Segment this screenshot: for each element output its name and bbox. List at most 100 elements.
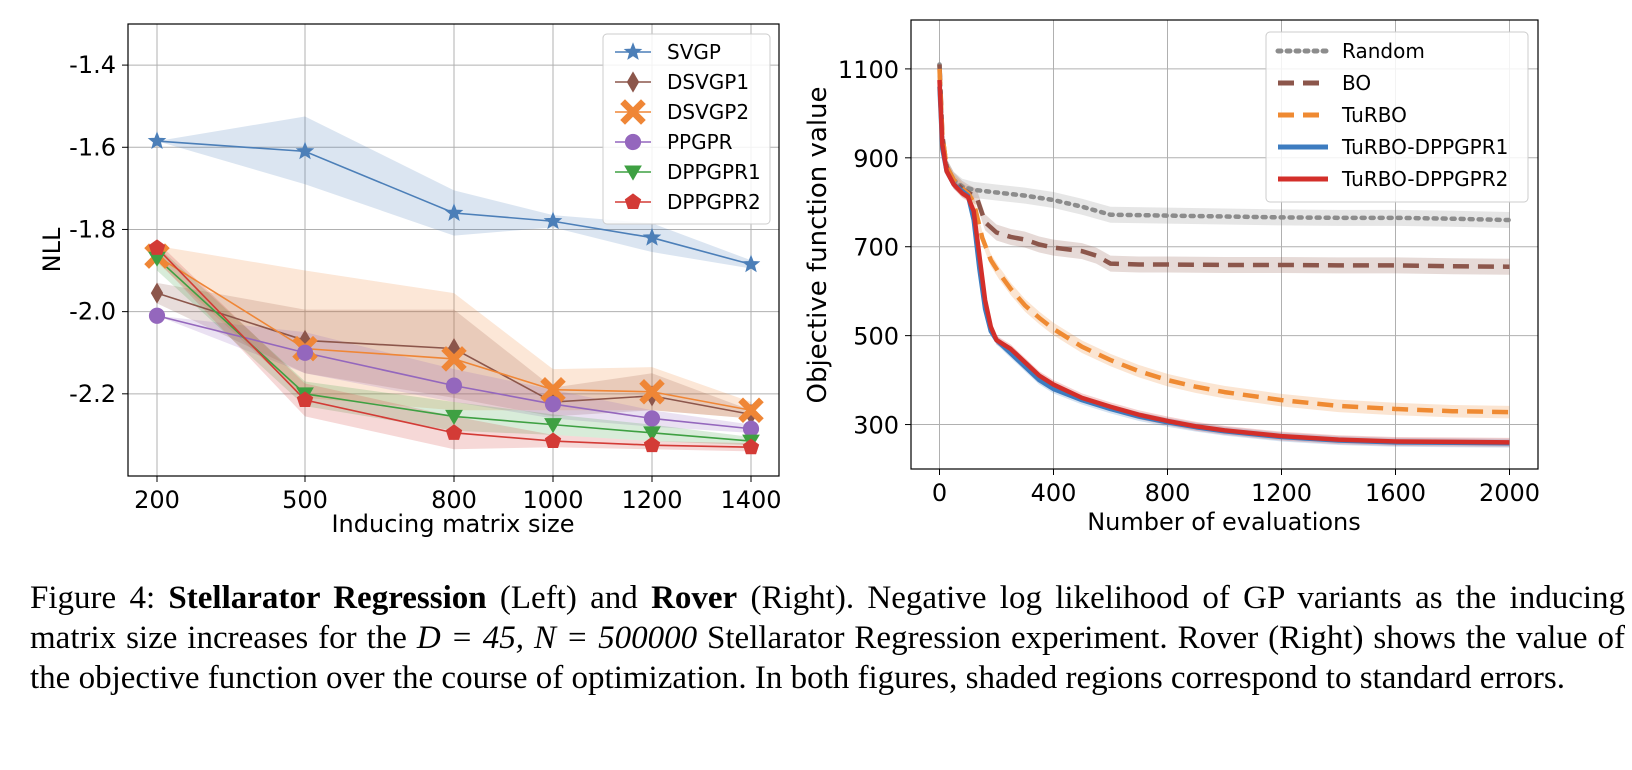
left-x-tick-label: 800 [431,486,477,514]
right-x-tick-label: 800 [1145,479,1191,507]
right-y-tick-label: 900 [853,145,899,173]
right-line-turbo-dppgpr2 [937,79,1510,445]
right-x-axis-label: Number of evaluations [1087,508,1361,536]
left-line-dppgpr1 [156,257,752,442]
left-x-tick-label: 200 [134,486,180,514]
left-legend-marker-svgp [623,42,643,60]
right-y-axis-label: Objective function value [803,86,833,403]
left-legend-marker-dppgpr1 [624,165,642,181]
left-tick-labels: 200 500 800 1000 1200 1400 -1.4 -1.6 -1.8 -2.0 -2.… [69,51,781,514]
caption-math: D = 45, N = 500000 [416,620,698,656]
left-chart-nll: 200 500 800 1000 1200 1400 -1.4 -1.6 -1.8 -2.0 -2.… [38,23,782,538]
left-point-dsvgp2-stroke-b [639,379,665,405]
left-y-tick-label: -1.6 [69,133,116,161]
left-point-svgp [147,131,167,150]
caption-text-2: (Right). Negative log likelihood of GP v… [30,580,1626,656]
right-chart-objective: 0 400 800 1200 1600 2000 300 500 700 900 1100 Numb… [803,19,1540,536]
left-x-tick-label: 1400 [720,486,781,514]
left-point-dsvgp2 [639,379,665,405]
left-point-ppgpr [445,377,463,394]
right-x-tick-label: 0 [932,479,947,507]
left-point-dsvgp2-stroke-b [540,376,566,403]
right-y-tick-label: 500 [853,323,899,351]
left-legend-label-svgp: SVGP [667,40,721,64]
left-point-dppgpr2 [643,436,661,453]
left-point-ppgpr [296,344,314,361]
left-line-svgp [156,140,752,266]
left-point-ppgpr [643,410,661,427]
left-point-dsvgp2-stroke-b [441,346,467,372]
left-line-ppgpr [156,314,752,430]
figure-canvas: 200 500 800 1000 1200 1400 -1.4 -1.6 -1.8 -2.0 -2.… [38,19,1540,538]
left-legend-marker-dsvgp1 [626,71,640,93]
right-legend-label-turbo-dppgpr2: TuRBO-DPPGPR2 [1341,167,1508,191]
caption-bold-rover: Rover [651,580,738,616]
right-y-tick-label: 300 [853,412,899,440]
right-tick-labels: 0 400 800 1200 1600 2000 300 500 700 900 1100 [838,56,1540,507]
right-x-tick-label: 1600 [1365,479,1426,507]
right-legend-label-turbo-dppgpr1: TuRBO-DPPGPR1 [1341,135,1508,159]
left-series-lines [156,140,752,449]
left-point-dppgpr2 [148,239,166,255]
left-point-svgp [295,141,315,160]
left-point-dppgpr2 [445,424,463,440]
left-point-svgp [741,254,761,273]
right-series-lines [937,62,1512,446]
left-band-dsvgp2 [157,245,751,419]
left-legend-label-dsvgp1: DSVGP1 [667,70,749,94]
caption-text-1: (Left) and [486,580,652,616]
left-legend-marker-ppgpr [624,133,642,151]
right-legend: Random BO TuRBO TuRBO-DPPGPR1 TuRBO-DPPGPR2 [1265,31,1529,203]
left-x-tick-label: 1200 [621,486,682,514]
right-x-tick-label: 1200 [1251,479,1312,507]
right-legend-box [1265,31,1529,203]
left-legend-label-dppgpr2: DPPGPR2 [667,190,761,214]
left-line-dppgpr2 [156,247,752,449]
caption-text-3: Stellarator Regression experiment. Rover… [30,620,1626,696]
left-legend-marker-dppgpr2 [624,193,642,209]
left-point-svgp [642,227,662,246]
left-series-markers [144,131,764,455]
right-x-tick-label: 2000 [1479,479,1540,507]
left-point-svgp [444,203,464,221]
left-y-tick-label: -2.2 [69,380,116,408]
left-legend-label-dsvgp2: DSVGP2 [667,100,749,124]
figure-caption: Figure 4: Stellarator Regression (Left) … [30,578,1625,698]
left-point-dsvgp2 [738,397,764,424]
left-point-dppgpr1 [445,409,463,426]
right-plot-frame [910,19,1539,470]
left-point-dsvgp2 [540,376,566,403]
left-x-tick-label: 500 [282,486,328,514]
right-legend-label-random: Random [1342,39,1425,63]
left-x-axis-label: Inducing matrix size [331,510,574,538]
caption-bold-stellarator: Stellarator Regression [168,580,487,616]
left-point-dppgpr2 [296,391,314,407]
left-point-dsvgp2 [441,346,467,372]
right-legend-label-turbo: TuRBO [1341,103,1407,127]
left-y-axis-label: NLL [38,227,66,272]
right-error-bands [939,56,1510,448]
caption-prefix: Figure 4: [30,580,169,616]
left-point-dppgpr2 [544,432,562,449]
left-y-tick-label: -1.4 [69,51,116,79]
left-point-ppgpr [544,395,562,413]
left-point-dppgpr1 [643,426,661,442]
left-line-dsvgp2 [156,255,752,412]
left-point-dsvgp1 [150,282,164,304]
left-point-dppgpr1 [544,418,562,434]
left-legend-marker-dsvgp2 [620,99,646,125]
left-legend-label-ppgpr: PPGPR [667,130,733,154]
right-legend-label-bo: BO [1342,71,1371,95]
left-legend: SVGP DSVGP1 DSVGP2 PPGPR DPPGPR1 DPPGPR2 [602,33,771,225]
right-band-random [939,56,1510,229]
left-point-ppgpr [148,307,166,324]
left-point-dsvgp2-stroke-b [738,397,764,424]
left-point-dppgpr2 [742,438,760,455]
left-point-ppgpr [742,420,760,437]
right-y-tick-label: 1100 [838,56,899,84]
left-y-tick-label: -2.0 [69,298,116,326]
left-x-tick-label: 1000 [522,486,583,514]
right-y-tick-label: 700 [853,234,899,262]
right-x-tick-label: 400 [1031,479,1077,507]
left-legend-label-dppgpr1: DPPGPR1 [667,160,761,184]
